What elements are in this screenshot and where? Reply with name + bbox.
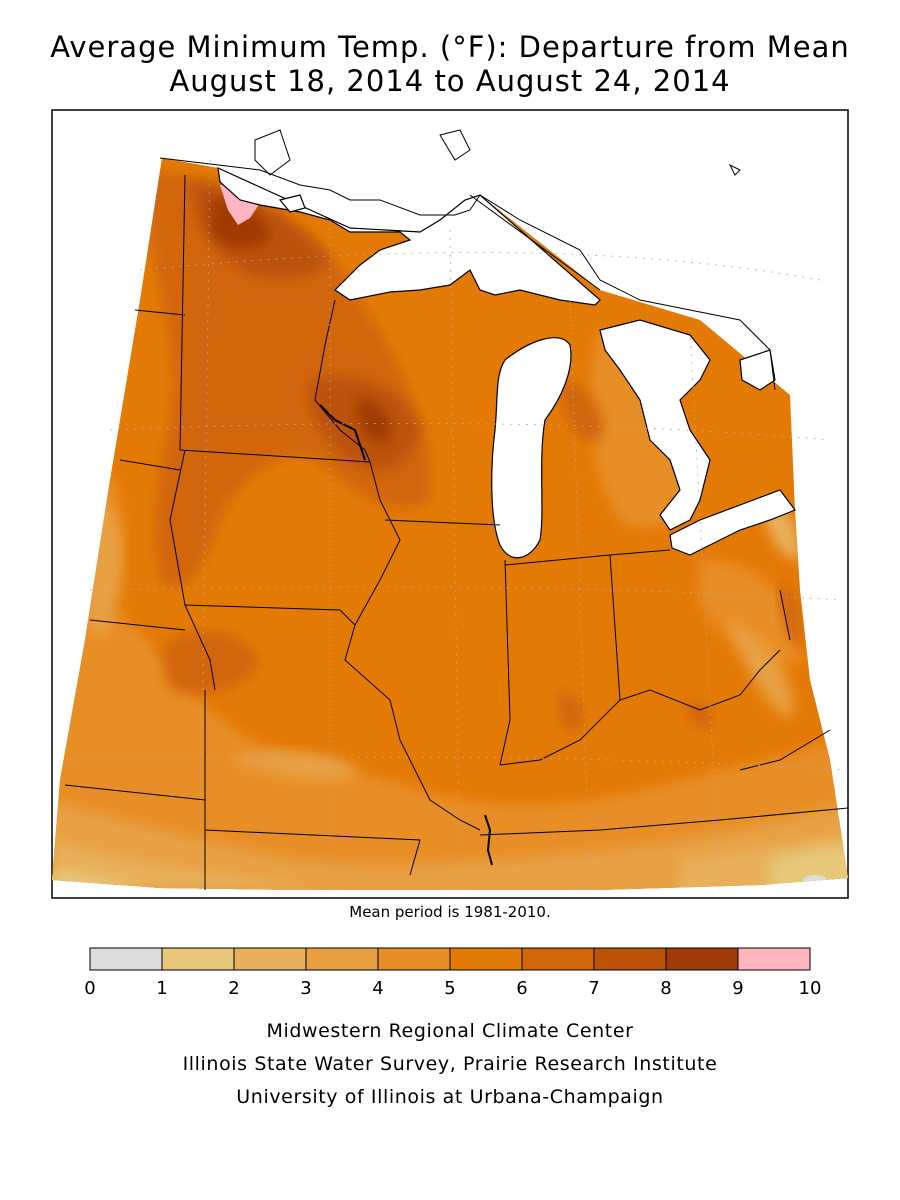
lake-michigan [491,337,572,559]
border-wv [739,729,831,771]
state-borders [64,174,849,890]
border-ia-il [354,461,401,626]
coastline-canada [159,129,776,391]
legend-bin-9-10 [737,947,811,971]
great-lakes [217,167,796,559]
legend-tick-10: 10 [799,978,822,999]
legend-bin-8-9 [665,947,739,971]
border-in-mi [504,554,611,566]
legend-tick-3: 3 [300,978,311,999]
legend-bin-6-7 [521,947,595,971]
border-mn-ia [179,449,371,463]
legend-bin-5-6 [449,947,523,971]
border-ne-ks [64,784,206,801]
graticule [69,159,849,891]
legend-bin-1-2 [161,947,235,971]
legend-tick-8: 8 [660,978,671,999]
border-wi-il [384,519,501,526]
legend-tick-9: 9 [732,978,743,999]
border-mn-wi [314,299,371,463]
border-oh-pa [779,589,791,641]
border-ia-mo [184,604,356,626]
border-mn-dakotas [179,174,186,451]
legend-tick-1: 1 [156,978,167,999]
border-sd-ne [89,619,186,631]
border-il-mo [344,624,481,831]
map-title-line-2: August 18, 2014 to August 24, 2014 [169,64,731,98]
lake-ontario [739,349,776,391]
border-il-in [499,559,511,766]
legend-tick-2: 2 [228,978,239,999]
legend-bin-3-4 [305,947,379,971]
credit-mrcc: Midwestern Regional Climate Center [266,1020,634,1042]
departure-band-3-4 [52,800,848,890]
mean-period-note: Mean period is 1981-2010. [349,903,551,921]
lake-superior [217,167,601,306]
legend-tick-7: 7 [588,978,599,999]
legend-bin-0-1 [89,947,163,971]
legend-color-bar [89,947,811,971]
legend-tick-5: 5 [444,978,455,999]
lake-huron [599,319,711,531]
legend-bin-2-3 [233,947,307,971]
map-title-line-1: Average Minimum Temp. (°F): Departure fr… [50,30,850,64]
border-nd-sd [119,459,181,471]
legend-bin-7-8 [593,947,667,971]
border-mo-ar [204,829,421,876]
border-nd-mt [134,309,186,316]
legend-tick-labels: 0 1 2 3 4 5 6 7 8 9 10 [84,978,821,999]
departure-band-8-9 [210,199,270,249]
border-mi-oh [609,549,671,556]
border-in-ky [499,649,781,766]
legend-tick-6: 6 [516,978,527,999]
border-ia-ne [169,449,216,691]
border-mi-up [469,194,601,291]
legend-bin-4-5 [377,947,451,971]
departure-band-2-3 [52,840,320,890]
credit-uiuc: University of Illinois at Urbana-Champai… [236,1086,664,1108]
departure-band-4-5 [52,560,848,890]
lake-winnipeg-area [278,194,306,213]
credit-isws: Illinois State Water Survey, Prairie Res… [182,1053,718,1075]
legend-tick-0: 0 [84,978,95,999]
border-ky-tn [479,807,849,836]
border-in-oh [609,554,621,701]
legend-tick-4: 4 [372,978,383,999]
departure-band-6-7 [150,170,432,588]
river-outline [319,404,493,866]
